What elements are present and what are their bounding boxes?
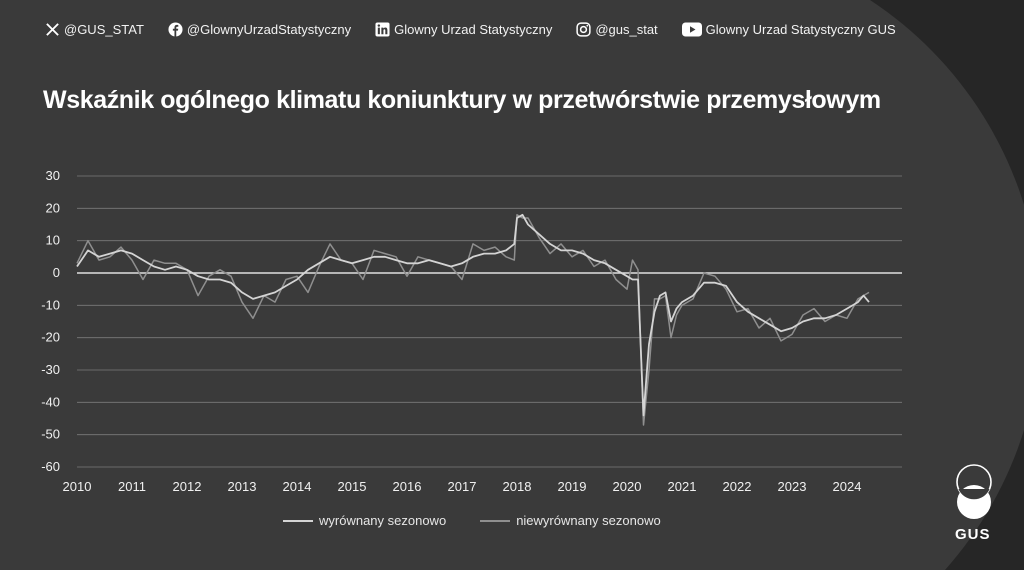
social-link-facebook[interactable]: @GlownyUrzadStatystyczny (168, 22, 351, 37)
gus-logo-text: GUS (955, 526, 991, 543)
legend-swatch-seasonally-adjusted (283, 519, 313, 522)
x-tick-label: 2013 (228, 479, 257, 494)
x-tick-label: 2016 (393, 479, 422, 494)
legend-item-not-seasonally-adjusted: niewyrównany sezonowo (480, 513, 661, 528)
y-tick-label: -20 (41, 330, 60, 345)
legend-label-seasonally-adjusted: wyrównany sezonowo (319, 513, 447, 528)
social-label-facebook: @GlownyUrzadStatystyczny (186, 21, 352, 37)
social-link-x[interactable]: @GUS_STAT (45, 22, 144, 37)
social-link-instagram[interactable]: @gus_stat (576, 21, 658, 37)
social-label-linkedin: Glowny Urzad Statystyczny (394, 21, 553, 37)
legend-swatch-not-seasonally-adjusted (480, 519, 511, 522)
x-tick-label: 2011 (118, 479, 146, 494)
social-links-bar: @GUS_STAT @GlownyUrzadStatystyczny Glown… (45, 19, 920, 39)
x-tick-label: 2012 (173, 479, 202, 494)
x-tick-label: 2019 (558, 479, 587, 494)
linkedin-icon (375, 21, 390, 37)
series-line-seasonally-adjusted (76, 213, 870, 417)
x-tick-label: 2021 (668, 479, 697, 494)
y-tick-label: -30 (41, 362, 60, 377)
chart-title: Wskaźnik ogólnego klimatu koniunktury w … (43, 86, 881, 114)
legend-label-not-seasonally-adjusted: niewyrównany sezonowo (516, 513, 661, 528)
chart-legend: wyrównany sezonowo niewyrównany sezonowo (283, 513, 695, 528)
y-tick-label: 30 (46, 168, 60, 183)
x-tick-label: 2023 (778, 479, 807, 494)
y-tick-label: 0 (53, 265, 60, 280)
y-tick-label: -60 (41, 459, 60, 474)
y-tick-label: 10 (46, 233, 60, 248)
y-tick-label: 20 (46, 200, 60, 215)
grid-lines (77, 175, 902, 468)
y-axis-ticks: 30 20 10 0 -10 -20 -30 -40 -50 -60 (41, 168, 60, 474)
x-tick-label: 2017 (448, 479, 477, 494)
y-tick-label: -40 (41, 394, 60, 409)
legend-item-seasonally-adjusted: wyrównany sezonowo (283, 513, 446, 528)
gus-logo-icon (956, 464, 992, 519)
youtube-icon (681, 22, 702, 36)
social-label-instagram: @gus_stat (595, 21, 658, 37)
x-tick-label: 2014 (283, 479, 312, 494)
x-tick-label: 2018 (503, 479, 532, 494)
series-line-not-seasonally-adjusted (76, 214, 870, 426)
x-tick-label: 2024 (833, 479, 862, 494)
x-tick-label: 2020 (613, 479, 642, 494)
x-axis-ticks: 2010 2011 2012 2013 2014 2015 2016 2017 2018 2019… (63, 479, 862, 494)
x-tick-label: 2010 (63, 479, 92, 494)
social-label-youtube: Glowny Urzad Statystyczny GUS (705, 21, 896, 37)
social-link-youtube[interactable]: Glowny Urzad Statystyczny GUS (681, 21, 896, 37)
social-label-x: @GUS_STAT (64, 21, 144, 37)
instagram-icon (576, 21, 591, 37)
x-tick-label: 2015 (338, 479, 367, 494)
x-icon (46, 22, 59, 36)
x-tick-label: 2022 (723, 479, 752, 494)
social-link-linkedin[interactable]: Glowny Urzad Statystyczny (375, 22, 552, 37)
facebook-icon (168, 21, 183, 37)
y-tick-label: -50 (41, 427, 60, 442)
y-tick-label: -10 (41, 297, 60, 312)
series-lines (76, 213, 870, 426)
